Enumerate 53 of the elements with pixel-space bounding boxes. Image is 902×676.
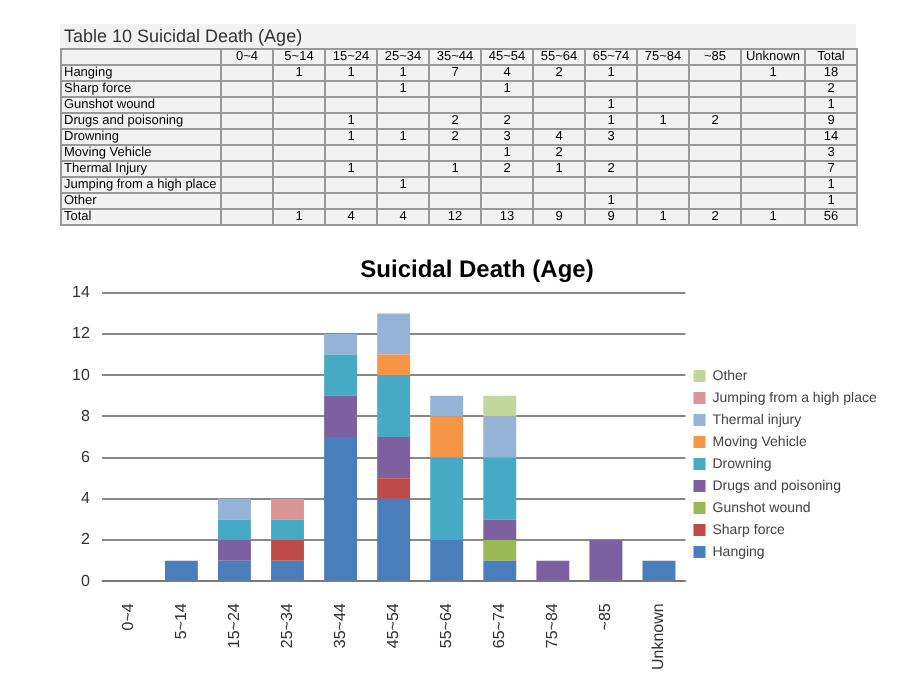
y-tick-label: 10 — [71, 365, 91, 384]
x-tick-label: Unknown — [649, 603, 668, 671]
chart-title: Table 10 Suicidal Death (Age) — [60, 24, 856, 48]
y-tick-label: 2 — [80, 530, 91, 549]
x-tick-label: 35~44 — [330, 602, 349, 649]
x-tick-label: 5~14 — [171, 602, 190, 640]
bar — [377, 354, 411, 376]
bar — [271, 498, 304, 520]
bar — [218, 519, 251, 541]
bar — [271, 540, 304, 561]
bar — [324, 395, 358, 438]
bar — [483, 457, 517, 520]
y-tick-label: 14 — [71, 283, 91, 302]
bar — [483, 540, 517, 561]
bar — [430, 457, 464, 541]
bar — [218, 540, 251, 561]
bar — [536, 560, 570, 581]
bar — [589, 540, 623, 581]
x-tick-label: 75~84 — [543, 602, 562, 649]
y-tick-label: 8 — [80, 406, 91, 425]
x-tick-label: 55~64 — [437, 602, 456, 649]
bar — [271, 519, 304, 541]
bar — [483, 560, 517, 581]
x-tick-label: 25~34 — [277, 602, 296, 649]
bar — [483, 519, 517, 541]
y-tick-label: 12 — [71, 324, 91, 343]
x-tick-label: ~85 — [596, 602, 615, 631]
bar — [324, 334, 358, 355]
bar — [483, 416, 517, 458]
y-tick-label: 0 — [80, 571, 91, 590]
chart-title: Suicidal Death (Age) — [360, 255, 594, 284]
y-tick-label: 4 — [80, 489, 91, 508]
bar — [218, 498, 251, 520]
bar — [164, 560, 198, 581]
bar — [377, 478, 411, 499]
bar — [324, 354, 358, 396]
x-tick-label: 45~54 — [384, 602, 403, 649]
bar — [324, 437, 358, 581]
bar — [377, 437, 411, 479]
x-tick-label: 65~74 — [490, 602, 509, 649]
y-tick-label: 6 — [80, 448, 91, 467]
bar — [377, 313, 411, 355]
bar — [377, 498, 411, 581]
bar — [430, 416, 464, 458]
x-tick-label: 15~24 — [224, 602, 243, 649]
bar — [430, 540, 464, 581]
x-tick-label: 0~4 — [118, 602, 137, 631]
bar — [430, 395, 464, 417]
bar — [377, 375, 411, 438]
bar — [483, 395, 517, 417]
bar — [271, 560, 304, 581]
bar — [218, 560, 251, 581]
bar — [642, 560, 676, 581]
